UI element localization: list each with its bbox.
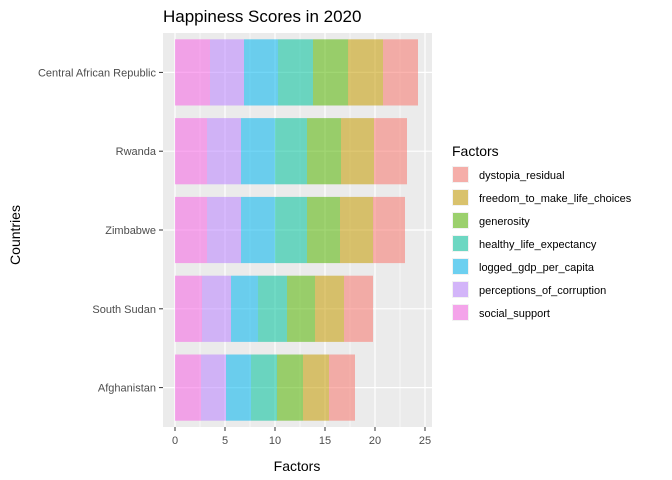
x-axis-title: Factors	[274, 458, 321, 474]
x-tick-label: 10	[269, 435, 281, 447]
bar-segment-generosity	[307, 118, 341, 185]
y-tick-label: South Sudan	[92, 304, 156, 316]
bar-segment-healthy_life_expectancy	[278, 39, 313, 106]
legend-key-freedom_to_make_life_choices	[453, 190, 468, 205]
bar-segment-logged_gdp_per_capita	[241, 196, 275, 264]
bar-segment-generosity	[287, 275, 315, 342]
bar-segment-generosity	[313, 39, 348, 106]
bar-segment-logged_gdp_per_capita	[226, 354, 251, 421]
bar-segment-freedom_to_make_life_choices	[341, 118, 374, 185]
bar-segment-logged_gdp_per_capita	[244, 39, 278, 106]
bar-segment-healthy_life_expectancy	[258, 275, 287, 342]
x-tick-label: 15	[319, 435, 331, 447]
bar-segment-freedom_to_make_life_choices	[303, 354, 329, 421]
legend-key-healthy_life_expectancy	[453, 236, 468, 251]
x-tick-label: 25	[419, 435, 431, 447]
legend-key-social_support	[453, 305, 468, 320]
legend-key-perceptions_of_corruption	[453, 282, 468, 297]
bar-segment-dystopia_residual	[374, 118, 407, 185]
bar-segment-freedom_to_make_life_choices	[315, 275, 344, 342]
bar-segment-perceptions_of_corruption	[201, 354, 226, 421]
bar-segment-perceptions_of_corruption	[207, 118, 241, 185]
bar-segment-dystopia_residual	[383, 39, 418, 106]
bar-segment-generosity	[277, 354, 303, 421]
bar-segment-generosity	[307, 196, 340, 264]
x-tick-label: 20	[369, 435, 381, 447]
y-tick-label: Rwanda	[116, 146, 157, 158]
legend-label: healthy_life_expectancy	[479, 239, 597, 251]
legend-key-dystopia_residual	[453, 167, 468, 182]
y-axis-ticks: Central African Republic Rwanda Zimbabwe So…	[38, 67, 163, 395]
bar-segment-social_support	[175, 39, 210, 106]
legend-key-logged_gdp_per_capita	[453, 259, 468, 274]
legend-label: dystopia_residual	[479, 170, 565, 182]
bar-segment-perceptions_of_corruption	[207, 196, 241, 264]
bar-segment-logged_gdp_per_capita	[241, 118, 275, 185]
y-tick-label: Central African Republic	[38, 67, 157, 79]
y-axis-title: Countries	[7, 205, 23, 265]
bar-segment-healthy_life_expectancy	[275, 118, 307, 185]
chart-title: Happiness Scores in 2020	[163, 7, 361, 26]
legend-title: Factors	[452, 143, 499, 159]
legend-label: perceptions_of_corruption	[479, 285, 606, 297]
legend-label: freedom_to_make_life_choices	[479, 193, 632, 205]
x-axis-ticks: 0 5 10 15 20 25	[172, 427, 431, 447]
bar-segment-logged_gdp_per_capita	[231, 275, 258, 342]
bar-segment-freedom_to_make_life_choices	[340, 196, 373, 264]
bars	[175, 39, 418, 421]
bar-segment-healthy_life_expectancy	[251, 354, 277, 421]
bar-segment-dystopia_residual	[344, 275, 373, 342]
x-tick-label: 0	[172, 435, 178, 447]
legend-label: logged_gdp_per_capita	[479, 262, 595, 274]
bar-segment-perceptions_of_corruption	[210, 39, 244, 106]
y-tick-label: Zimbabwe	[105, 225, 156, 237]
bar-segment-perceptions_of_corruption	[202, 275, 231, 342]
y-tick-label: Afghanistan	[98, 383, 156, 395]
bar-segment-dystopia_residual	[373, 196, 405, 264]
bar-segment-social_support	[175, 354, 201, 421]
bar-segment-social_support	[175, 275, 202, 342]
bar-segment-social_support	[175, 118, 207, 185]
legend-key-generosity	[453, 213, 468, 228]
bar-segment-social_support	[175, 196, 207, 264]
legend: Factors dystopia_residual freedom_to_make…	[452, 143, 632, 321]
bar-segment-dystopia_residual	[329, 354, 355, 421]
legend-label: social_support	[479, 308, 550, 320]
bar-segment-healthy_life_expectancy	[275, 196, 307, 264]
x-tick-label: 5	[222, 435, 228, 447]
bar-segment-freedom_to_make_life_choices	[348, 39, 383, 106]
legend-label: generosity	[479, 216, 530, 228]
